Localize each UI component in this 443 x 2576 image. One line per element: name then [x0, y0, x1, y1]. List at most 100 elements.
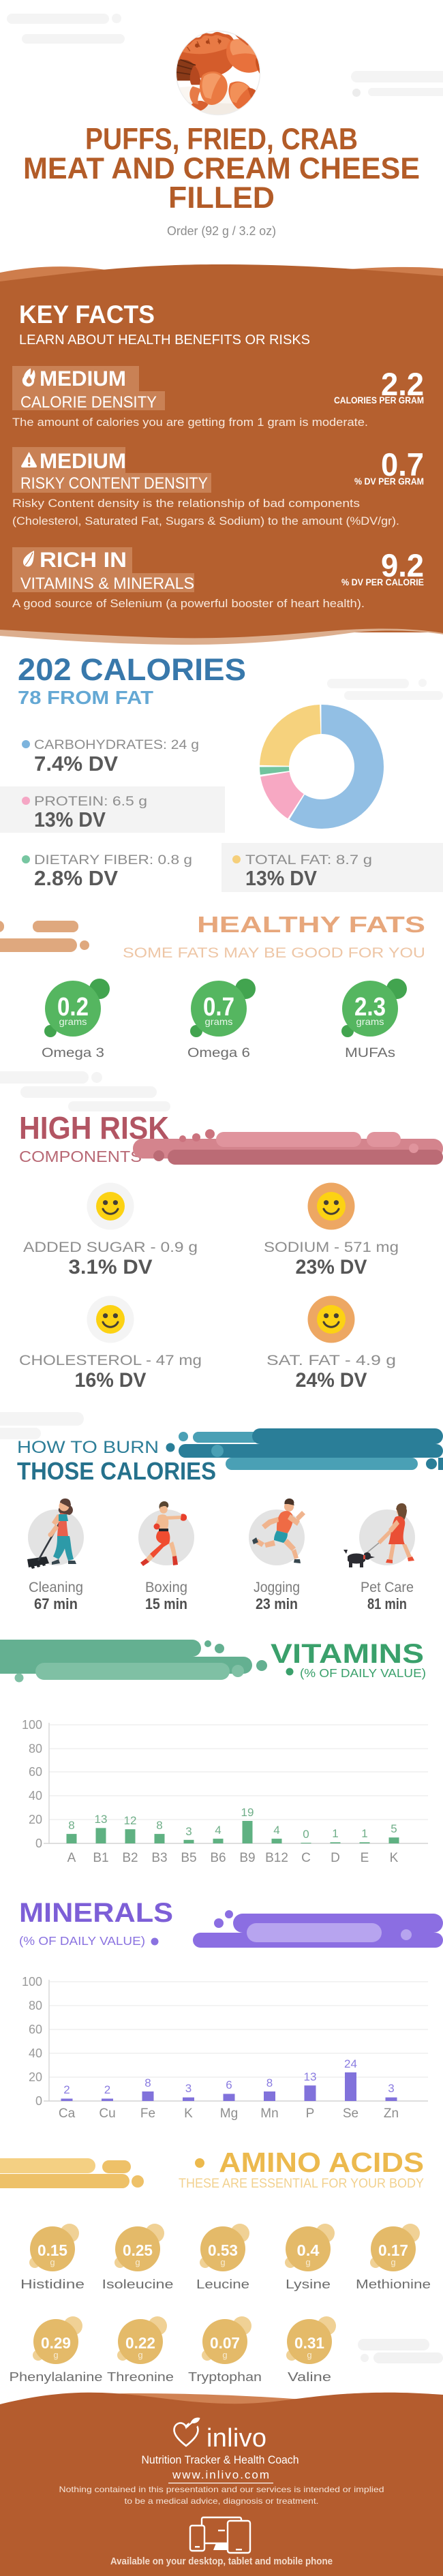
svg-text:B2: B2	[122, 1851, 138, 1865]
svg-text:B12: B12	[265, 1851, 288, 1865]
svg-text:DIETARY FIBER: 0.8 g: DIETARY FIBER: 0.8 g	[34, 853, 192, 868]
svg-text:(Cholesterol, Saturated Fat, S: (Cholesterol, Saturated Fat, Sugars & So…	[12, 515, 399, 527]
svg-text:grams: grams	[205, 1016, 233, 1027]
svg-text:Zn: Zn	[384, 2106, 399, 2121]
svg-text:g: g	[391, 2257, 395, 2267]
svg-text:COMPONENTS: COMPONENTS	[19, 1148, 142, 1165]
svg-text:Leucine: Leucine	[196, 2278, 249, 2291]
svg-text:3: 3	[185, 2082, 192, 2095]
svg-text:HEALTHY FATS: HEALTHY FATS	[197, 912, 425, 937]
svg-text:23 min: 23 min	[256, 1595, 298, 1612]
svg-text:FILLED: FILLED	[168, 181, 275, 215]
svg-text:g: g	[50, 2257, 55, 2267]
svg-text:CALORIES PER GRAM: CALORIES PER GRAM	[334, 395, 424, 405]
svg-text:% DV PER GRAM: % DV PER GRAM	[354, 476, 424, 487]
svg-text:CALORIE DENSITY: CALORIE DENSITY	[20, 393, 157, 412]
svg-text:Order (92 g / 3.2 oz): Order (92 g / 3.2 oz)	[167, 224, 276, 238]
svg-text:Fe: Fe	[140, 2106, 155, 2121]
svg-text:g: g	[138, 2350, 142, 2360]
svg-text:% DV PER CALORIE: % DV PER CALORIE	[341, 577, 424, 587]
svg-text:40: 40	[29, 1789, 42, 1803]
svg-text:Jogging: Jogging	[254, 1580, 300, 1595]
svg-text:Lysine: Lysine	[286, 2278, 331, 2291]
svg-text:67 min: 67 min	[34, 1595, 78, 1612]
svg-text:0: 0	[35, 2094, 42, 2108]
svg-text:PUFFS, FRIED, CRAB: PUFFS, FRIED, CRAB	[85, 123, 358, 156]
svg-text:P: P	[306, 2106, 315, 2121]
svg-text:60: 60	[29, 1765, 42, 1779]
svg-text:60: 60	[29, 2023, 42, 2036]
svg-text:MUFAs: MUFAs	[345, 1046, 395, 1060]
svg-text:8: 8	[144, 2076, 151, 2089]
svg-text:24: 24	[344, 2057, 357, 2070]
svg-text:g: g	[135, 2257, 140, 2267]
svg-text:16% DV: 16% DV	[75, 1369, 147, 1392]
svg-text:g: g	[222, 2350, 227, 2360]
svg-text:The amount of calories you are: The amount of calories you are getting f…	[12, 416, 368, 429]
svg-text:VITAMINS: VITAMINS	[271, 1639, 424, 1669]
svg-text:TOTAL FAT: 8.7 g: TOTAL FAT: 8.7 g	[245, 853, 372, 868]
svg-text:Mg: Mg	[220, 2106, 238, 2121]
svg-text:0.2: 0.2	[57, 993, 89, 1022]
svg-text:9.2: 9.2	[381, 547, 424, 583]
svg-text:20: 20	[29, 2070, 42, 2084]
svg-text:SODIUM - 571 mg: SODIUM - 571 mg	[264, 1239, 399, 1255]
svg-text:inlivo: inlivo	[207, 2424, 266, 2453]
svg-text:g: g	[307, 2350, 311, 2360]
svg-text:Tryptophan: Tryptophan	[188, 2370, 262, 2384]
svg-text:8: 8	[266, 2076, 273, 2089]
svg-text:Methionine: Methionine	[356, 2278, 431, 2291]
svg-text:grams: grams	[356, 1016, 384, 1027]
svg-text:KEY FACTS: KEY FACTS	[19, 301, 155, 328]
svg-text:K: K	[184, 2106, 193, 2121]
svg-text:2.2: 2.2	[381, 366, 424, 402]
svg-text:HOW TO BURN: HOW TO BURN	[17, 1438, 159, 1457]
svg-text:20: 20	[29, 1813, 42, 1826]
svg-text:Available on your desktop, tab: Available on your desktop, tablet and mo…	[110, 2556, 333, 2567]
svg-text:0.15: 0.15	[37, 2241, 67, 2259]
svg-text:Valine: Valine	[288, 2370, 331, 2384]
svg-text:3: 3	[388, 2082, 394, 2095]
svg-text:13: 13	[95, 1813, 108, 1826]
svg-text:B9: B9	[239, 1851, 255, 1865]
svg-text:1: 1	[361, 1827, 367, 1840]
svg-text:g: g	[305, 2257, 310, 2267]
svg-text:2.8% DV: 2.8% DV	[34, 866, 118, 890]
svg-text:C: C	[301, 1851, 311, 1865]
svg-text:81 min: 81 min	[367, 1595, 407, 1612]
svg-text:13% DV: 13% DV	[245, 866, 317, 890]
svg-text:MEAT AND CREAM CHEESE: MEAT AND CREAM CHEESE	[23, 152, 420, 185]
svg-text:40: 40	[29, 2046, 42, 2060]
svg-text:Se: Se	[343, 2106, 358, 2121]
svg-text:g: g	[220, 2257, 225, 2267]
svg-text:MEDIUM: MEDIUM	[40, 366, 126, 390]
svg-text:Cu: Cu	[99, 2106, 115, 2121]
svg-text:ADDED SUGAR - 0.9 g: ADDED SUGAR - 0.9 g	[23, 1239, 198, 1255]
svg-text:0.7: 0.7	[381, 446, 424, 482]
svg-text:0.29: 0.29	[41, 2334, 71, 2352]
svg-text:Isoleucine: Isoleucine	[102, 2278, 174, 2291]
svg-text:Nothing contained in this pres: Nothing contained in this presentation a…	[59, 2485, 384, 2494]
svg-text:6: 6	[226, 2079, 232, 2091]
svg-text:g: g	[53, 2350, 58, 2360]
svg-text:0.53: 0.53	[208, 2241, 238, 2259]
svg-text:13% DV: 13% DV	[34, 808, 106, 831]
svg-text:3: 3	[185, 1825, 192, 1838]
svg-text:(% OF DAILY VALUE): (% OF DAILY VALUE)	[300, 1666, 426, 1680]
svg-text:SAT. FAT - 4.9 g: SAT. FAT - 4.9 g	[266, 1352, 396, 1368]
svg-text:0.17: 0.17	[378, 2241, 408, 2259]
svg-text:Phenylalanine: Phenylalanine	[10, 2370, 103, 2384]
svg-text:THESE ARE ESSENTIAL FOR YOUR B: THESE ARE ESSENTIAL FOR YOUR BODY	[179, 2177, 424, 2191]
svg-text:24% DV: 24% DV	[296, 1369, 367, 1392]
svg-text:80: 80	[29, 1999, 42, 2012]
svg-text:100: 100	[22, 1975, 42, 1989]
svg-text:Ca: Ca	[59, 2106, 76, 2121]
svg-text:8: 8	[68, 1819, 74, 1832]
svg-text:PROTEIN: 6.5 g: PROTEIN: 6.5 g	[34, 794, 147, 809]
svg-text:4: 4	[273, 1824, 279, 1837]
svg-text:VITAMINS & MINERALS: VITAMINS & MINERALS	[20, 574, 194, 593]
svg-text:0: 0	[35, 1837, 42, 1850]
svg-text:1: 1	[332, 1827, 338, 1840]
svg-text:Omega 3: Omega 3	[42, 1046, 104, 1060]
svg-text:Omega 6: Omega 6	[187, 1046, 250, 1060]
